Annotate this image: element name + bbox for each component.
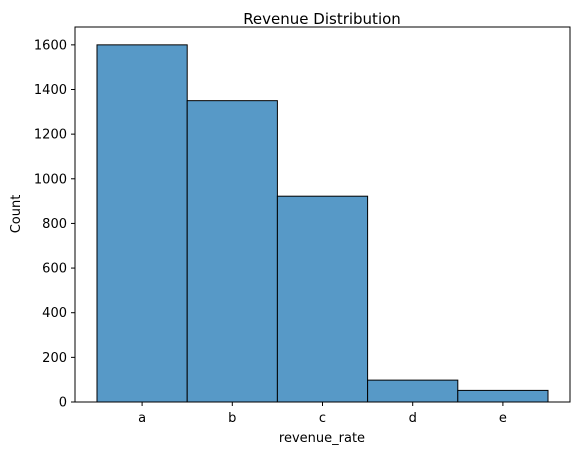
y-tick-label-0: 0 — [59, 396, 67, 411]
y-tick-label-1000: 1000 — [34, 172, 67, 187]
x-axis-label: revenue_rate — [279, 431, 365, 446]
y-tick-label-1200: 1200 — [34, 128, 67, 143]
y-axis: 0 200 400 600 800 1000 1200 1400 1600 — [34, 38, 75, 411]
x-tick-label-c: c — [319, 411, 326, 426]
x-tick-label-a: a — [138, 411, 146, 426]
bar-e — [457, 389, 549, 403]
bar-b — [186, 100, 278, 403]
chart-title: Revenue Distribution — [243, 10, 401, 28]
bars-group — [96, 44, 549, 403]
bar-d — [367, 379, 459, 403]
y-tick-label-1600: 1600 — [34, 38, 67, 53]
x-tick-label-e: e — [499, 411, 507, 426]
bar-a — [96, 44, 188, 403]
bar-c — [276, 195, 369, 403]
x-axis: a b c d e — [138, 402, 507, 426]
y-tick-label-600: 600 — [42, 262, 67, 277]
y-axis-label: Count — [9, 195, 24, 234]
x-tick-label-d: d — [409, 411, 417, 426]
y-tick-label-400: 400 — [42, 306, 67, 321]
y-tick-label-1400: 1400 — [34, 83, 67, 98]
x-tick-label-b: b — [228, 411, 236, 426]
y-tick-label-800: 800 — [42, 217, 67, 232]
y-tick-label-200: 200 — [42, 351, 67, 366]
